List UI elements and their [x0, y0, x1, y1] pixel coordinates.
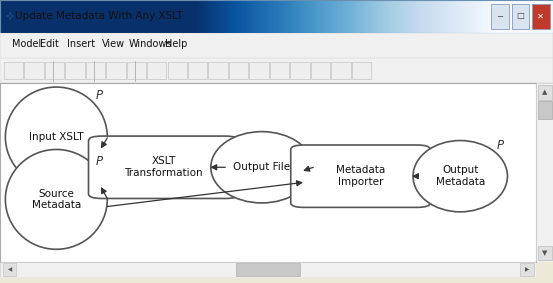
Text: ⊹: ⊹	[6, 11, 14, 21]
Text: ▼: ▼	[542, 250, 547, 256]
Text: □: □	[517, 11, 524, 20]
FancyBboxPatch shape	[291, 145, 430, 207]
Text: Model: Model	[12, 39, 41, 49]
FancyBboxPatch shape	[65, 62, 85, 79]
Text: XSLT
Transformation: XSLT Transformation	[124, 156, 203, 178]
FancyBboxPatch shape	[188, 62, 207, 79]
Text: Input XSLT: Input XSLT	[29, 132, 84, 142]
Text: P: P	[96, 89, 103, 102]
Ellipse shape	[413, 141, 508, 212]
FancyBboxPatch shape	[0, 262, 536, 277]
FancyBboxPatch shape	[536, 83, 553, 262]
FancyBboxPatch shape	[229, 62, 248, 79]
FancyBboxPatch shape	[147, 62, 166, 79]
FancyBboxPatch shape	[236, 263, 300, 276]
FancyBboxPatch shape	[0, 83, 536, 262]
FancyBboxPatch shape	[290, 62, 310, 79]
FancyBboxPatch shape	[331, 62, 351, 79]
Text: P: P	[497, 140, 503, 152]
Ellipse shape	[6, 87, 107, 187]
Text: Output File: Output File	[233, 162, 290, 172]
FancyBboxPatch shape	[127, 62, 146, 79]
FancyBboxPatch shape	[106, 62, 126, 79]
FancyBboxPatch shape	[0, 33, 553, 58]
FancyBboxPatch shape	[538, 246, 552, 260]
FancyBboxPatch shape	[532, 4, 550, 29]
Ellipse shape	[6, 149, 107, 249]
FancyBboxPatch shape	[352, 62, 371, 79]
Text: Source
Metadata: Source Metadata	[32, 188, 81, 210]
Text: ▶: ▶	[525, 267, 529, 272]
FancyBboxPatch shape	[24, 62, 44, 79]
Ellipse shape	[211, 132, 313, 203]
Text: P: P	[96, 155, 103, 168]
FancyBboxPatch shape	[270, 62, 289, 79]
Text: ▲: ▲	[542, 89, 547, 95]
Text: ◀: ◀	[8, 267, 12, 272]
FancyBboxPatch shape	[538, 85, 552, 100]
FancyBboxPatch shape	[538, 101, 552, 119]
Text: ─: ─	[497, 11, 503, 20]
FancyBboxPatch shape	[208, 62, 228, 79]
FancyBboxPatch shape	[3, 263, 16, 276]
Text: Help: Help	[165, 39, 187, 49]
FancyBboxPatch shape	[45, 62, 64, 79]
Text: Insert: Insert	[67, 39, 96, 49]
FancyBboxPatch shape	[491, 4, 509, 29]
FancyBboxPatch shape	[0, 58, 553, 83]
Text: ✕: ✕	[538, 11, 544, 20]
FancyBboxPatch shape	[311, 62, 330, 79]
FancyBboxPatch shape	[86, 62, 105, 79]
Text: Output
Metadata: Output Metadata	[436, 165, 485, 187]
Text: Metadata
Importer: Metadata Importer	[336, 165, 385, 187]
FancyBboxPatch shape	[4, 62, 23, 79]
Text: View: View	[102, 39, 126, 49]
FancyBboxPatch shape	[520, 263, 534, 276]
Text: Windows: Windows	[129, 39, 173, 49]
FancyBboxPatch shape	[249, 62, 269, 79]
FancyBboxPatch shape	[512, 4, 529, 29]
FancyBboxPatch shape	[88, 136, 239, 198]
Text: Update Metadata With Any XSLT: Update Metadata With Any XSLT	[15, 11, 184, 21]
FancyBboxPatch shape	[168, 62, 187, 79]
Text: Edit: Edit	[40, 39, 59, 49]
